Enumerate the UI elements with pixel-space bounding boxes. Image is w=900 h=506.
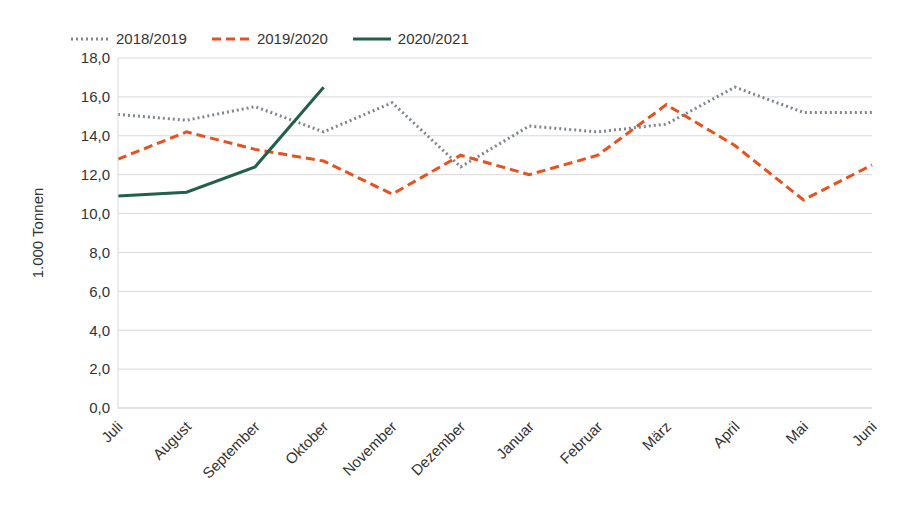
svg-text:4,0: 4,0 [89, 322, 110, 339]
html-text:2019/2020: 2019/2020 [256, 30, 328, 47]
svg-text:Februar: Februar [556, 418, 605, 467]
svg-text:November: November [339, 418, 400, 479]
html-text:2020/2021: 2020/2021 [397, 30, 469, 47]
svg-text:18,0: 18,0 [81, 49, 110, 66]
svg-text:1.000 Tonnen: 1.000 Tonnen [29, 188, 46, 279]
svg-text:März: März [639, 418, 675, 454]
svg-text:August: August [149, 417, 195, 463]
svg-text:September: September [199, 418, 263, 482]
svg-text:Januar: Januar [493, 418, 537, 462]
svg-text:Dezember: Dezember [408, 418, 469, 479]
svg-text:2,0: 2,0 [89, 360, 110, 377]
svg-text:14,0: 14,0 [81, 127, 110, 144]
svg-text:16,0: 16,0 [81, 88, 110, 105]
svg-text:10,0: 10,0 [81, 205, 110, 222]
svg-text:Mai: Mai [782, 418, 811, 447]
svg-text:8,0: 8,0 [89, 244, 110, 261]
svg-text:12,0: 12,0 [81, 166, 110, 183]
svg-text:April: April [709, 418, 742, 451]
svg-text:Juli: Juli [98, 418, 126, 446]
svg-text:6,0: 6,0 [89, 283, 110, 300]
svg-text:Juni: Juni [848, 418, 879, 449]
svg-text:Oktober: Oktober [282, 418, 332, 468]
svg-text:0,0: 0,0 [89, 399, 110, 416]
html-text:2018/2019: 2018/2019 [116, 30, 187, 47]
